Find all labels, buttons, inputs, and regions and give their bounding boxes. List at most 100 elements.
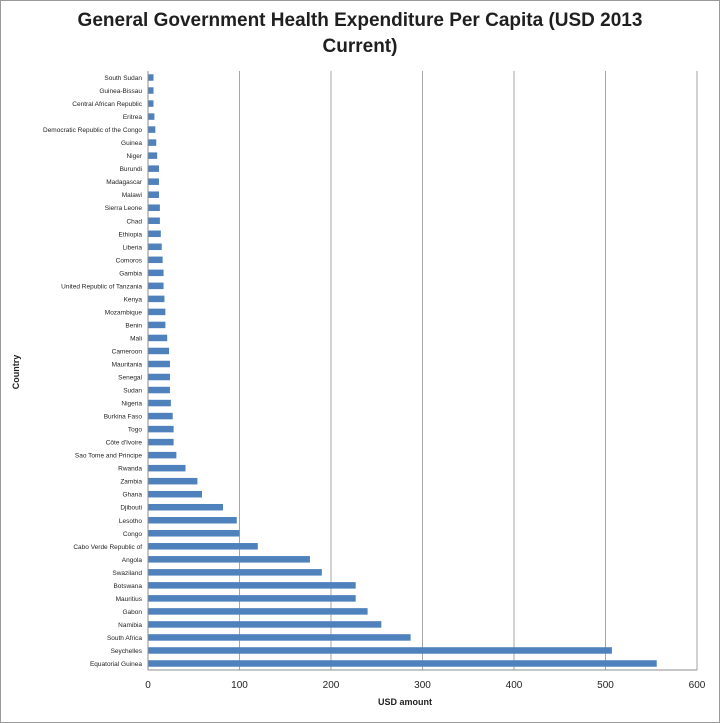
category-label: Benin bbox=[125, 322, 142, 329]
category-label: Equatorial Guinea bbox=[90, 661, 142, 668]
bar bbox=[148, 308, 166, 316]
bar bbox=[148, 569, 322, 576]
category-label: Sudan bbox=[123, 388, 142, 395]
category-label: Burundi bbox=[120, 166, 142, 173]
bar bbox=[148, 74, 154, 81]
bar bbox=[148, 386, 170, 394]
category-label: Chad bbox=[126, 218, 142, 225]
bar bbox=[148, 360, 170, 368]
category-label: Nigeria bbox=[121, 401, 142, 408]
category-label: Niger bbox=[126, 153, 142, 160]
category-label: Angola bbox=[122, 557, 143, 564]
category-label: Ghana bbox=[122, 492, 142, 499]
category-label: Liberia bbox=[122, 244, 142, 251]
category-labels: South Sudan Guinea-Bissau Central African … bbox=[43, 75, 143, 668]
bar bbox=[148, 660, 657, 667]
bar bbox=[148, 543, 258, 550]
category-label: Sierra Leone bbox=[105, 205, 143, 212]
bar bbox=[148, 595, 356, 602]
bars bbox=[148, 74, 657, 667]
gridlines bbox=[239, 71, 698, 670]
category-label: Botswana bbox=[113, 583, 142, 590]
category-label: Sao Tome and Principe bbox=[75, 453, 142, 460]
category-label: United Republic of Tanzania bbox=[61, 283, 142, 290]
category-label: Mozambique bbox=[105, 309, 143, 316]
bar bbox=[148, 295, 165, 303]
category-label: Zambia bbox=[120, 479, 142, 486]
bar bbox=[148, 126, 156, 133]
category-label: Mauritius bbox=[116, 596, 143, 603]
y-axis-title-wrap: Country bbox=[4, 345, 28, 405]
category-label: Lesotho bbox=[119, 518, 143, 525]
bar bbox=[148, 608, 368, 615]
category-label: Djibouti bbox=[120, 505, 142, 512]
bar bbox=[148, 87, 154, 94]
category-label: Cabo Verde Republic of bbox=[73, 544, 142, 551]
bar bbox=[148, 477, 198, 485]
category-label: Eritrea bbox=[123, 114, 143, 121]
category-label: Rwanda bbox=[118, 466, 142, 473]
category-label: Central African Republic bbox=[72, 101, 142, 108]
category-label: Mauritania bbox=[112, 361, 143, 368]
x-axis-title: USD amount bbox=[378, 697, 432, 707]
bar bbox=[148, 243, 162, 251]
category-label: Gambia bbox=[119, 270, 142, 277]
category-label: South Sudan bbox=[104, 75, 142, 82]
x-tick-label: 0 bbox=[145, 680, 151, 691]
bar bbox=[148, 178, 159, 185]
category-label: Cameroon bbox=[112, 348, 143, 355]
bar bbox=[148, 217, 160, 225]
category-label: Ethiopia bbox=[119, 231, 143, 238]
category-label: Guinea bbox=[121, 140, 142, 147]
bar bbox=[148, 113, 155, 120]
category-label: Guinea-Bissau bbox=[99, 88, 142, 95]
bar bbox=[148, 530, 240, 537]
bar bbox=[148, 503, 224, 511]
bar bbox=[148, 556, 310, 563]
bar bbox=[148, 634, 411, 641]
category-label: Seychelles bbox=[111, 648, 143, 655]
bar bbox=[148, 269, 164, 277]
category-label: Togo bbox=[128, 427, 142, 434]
bar bbox=[148, 230, 161, 238]
x-tick-label: 500 bbox=[597, 680, 614, 691]
bar bbox=[148, 647, 612, 654]
category-label: Democratic Republic of the Congo bbox=[43, 127, 142, 134]
category-label: Namibia bbox=[118, 622, 142, 629]
bar bbox=[148, 438, 174, 446]
bar bbox=[148, 451, 177, 459]
bar bbox=[148, 399, 171, 407]
y-axis-title: Country bbox=[11, 354, 21, 390]
category-label: Côte d'Ivoire bbox=[106, 440, 143, 447]
category-label: Mali bbox=[130, 335, 142, 342]
x-tick-labels: 0 100 200 300 400 500 600 bbox=[145, 680, 706, 691]
bar bbox=[148, 516, 237, 524]
bar bbox=[148, 334, 168, 342]
category-label: Madagascar bbox=[106, 179, 143, 186]
bar bbox=[148, 412, 173, 420]
x-tick-label: 300 bbox=[414, 680, 431, 691]
chart-title: General Government Health Expenditure Pe… bbox=[77, 10, 643, 57]
bar bbox=[148, 165, 159, 172]
bar bbox=[148, 282, 164, 290]
bar bbox=[148, 139, 157, 146]
category-label: Malawi bbox=[122, 192, 142, 199]
bar bbox=[148, 152, 158, 159]
category-label: Swaziland bbox=[112, 570, 142, 577]
bar bbox=[148, 490, 202, 498]
category-label: Congo bbox=[123, 531, 143, 538]
category-label: South Africa bbox=[107, 635, 142, 642]
bar bbox=[148, 256, 163, 264]
bar bbox=[148, 321, 166, 329]
bar bbox=[148, 464, 186, 472]
x-tick-label: 200 bbox=[323, 680, 340, 691]
category-label: Gabon bbox=[122, 609, 142, 616]
bar bbox=[148, 582, 356, 589]
bar bbox=[148, 347, 170, 355]
x-tick-label: 100 bbox=[231, 680, 248, 691]
bar bbox=[148, 425, 174, 433]
bar bbox=[148, 373, 170, 381]
bar bbox=[148, 204, 160, 211]
